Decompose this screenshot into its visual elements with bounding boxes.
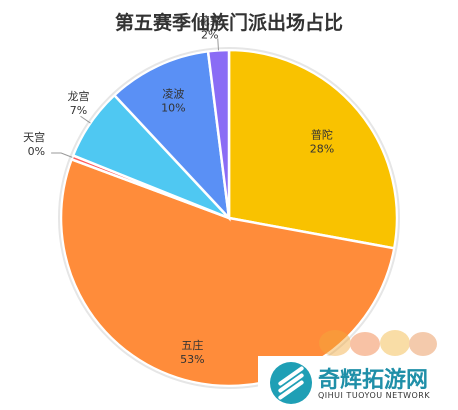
pie-slice-0	[227, 48, 399, 250]
pie-outline	[58, 47, 400, 389]
slice-name-label-4: 凌波	[162, 86, 184, 100]
slice-value-label-0: 28%	[310, 143, 334, 156]
pie-slice-4	[112, 49, 231, 222]
slice-value-label-2: 0%	[28, 145, 45, 158]
slice-name-label-2: 天宫	[23, 130, 45, 144]
slice-value-label-4: 10%	[161, 101, 185, 114]
slice-name-label-3: 龙宫	[68, 89, 90, 103]
leader-line-5	[217, 38, 219, 51]
cartoon-logo-icon	[319, 330, 437, 356]
watermark-text: 奇辉拓游网	[318, 368, 429, 393]
pie-slice-1	[59, 157, 396, 388]
slice-value-label-5: 2%	[201, 28, 218, 41]
slice-value-label-3: 7%	[70, 104, 87, 117]
slice-value-label-1: 53%	[180, 353, 204, 366]
slice-name-label-5: 花果	[199, 14, 221, 27]
chart-title: 第五赛季仙族门派出场占比	[114, 12, 343, 34]
watermark-subtext: QIHUI TUOYOU NETWORK	[318, 391, 431, 400]
leader-line-2	[51, 152, 73, 158]
slice-name-label-1: 五庄	[181, 338, 203, 352]
leader-line-3	[80, 115, 91, 124]
slice-name-label-0: 普陀	[311, 128, 333, 142]
watermark-banner: 奇辉拓游网 QIHUI TUOYOU NETWORK	[258, 356, 458, 410]
watermark-logo-icon	[270, 362, 312, 404]
